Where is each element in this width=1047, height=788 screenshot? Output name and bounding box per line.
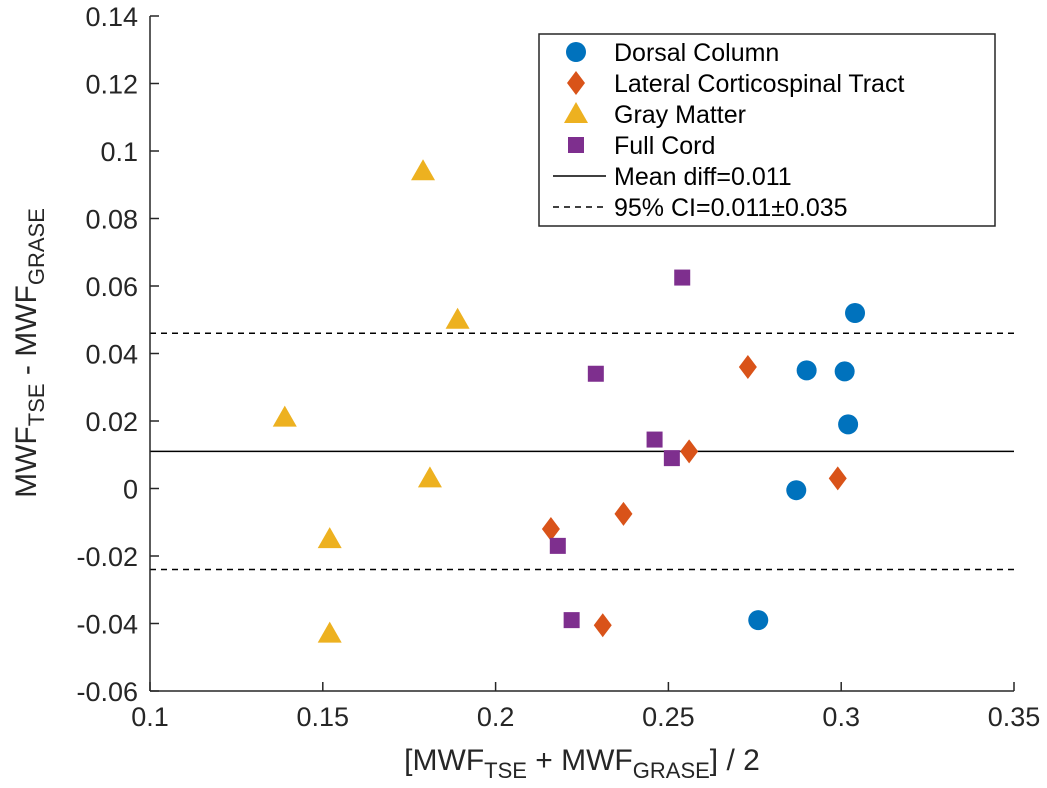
y-tick-label: 0.04 <box>85 340 138 370</box>
x-tick-label: 0.15 <box>297 702 350 732</box>
y-tick-label: 0.12 <box>85 70 138 100</box>
legend-label: Full Cord <box>614 132 715 160</box>
dorsal-column-point <box>845 303 866 323</box>
legend-label: Gray Matter <box>614 101 746 129</box>
dorsal-column-point <box>838 414 859 435</box>
legend-dorsal-column-marker <box>566 42 586 62</box>
gray-matter-point <box>317 527 342 549</box>
lateral-corticospinal-tract-point <box>593 613 612 638</box>
y-tick-label: -0.04 <box>76 610 138 640</box>
x-tick-label: 0.3 <box>822 702 860 732</box>
data-points <box>272 159 866 643</box>
legend-gray-matter-marker <box>564 102 588 123</box>
x-tick-label: 0.35 <box>988 702 1041 732</box>
y-tick-label: 0.14 <box>85 2 138 32</box>
gray-matter-point <box>411 159 436 181</box>
full-cord-point <box>663 450 680 467</box>
gray-matter-point <box>272 405 297 427</box>
x-tick-label: 0.25 <box>642 702 695 732</box>
gray-matter-point <box>417 466 442 488</box>
y-tick-label: -0.06 <box>76 677 138 707</box>
y-tick-label: 0 <box>123 475 138 505</box>
full-cord-point <box>563 612 580 629</box>
dorsal-column-point <box>796 360 817 381</box>
lateral-corticospinal-tract-point <box>828 466 847 491</box>
full-cord-point <box>674 269 691 286</box>
legend-lateral-corticospinal-tract-marker <box>567 71 585 95</box>
gray-matter-point <box>317 621 342 643</box>
dorsal-column-point <box>786 480 807 501</box>
y-tick-label: 0.02 <box>85 407 138 437</box>
ticks: 0.1 0.15 0.2 0.25 0.3 0.35 -0.06 -0.04 -0.02 0 0.0… <box>76 2 1040 732</box>
lateral-corticospinal-tract-point <box>738 355 757 379</box>
y-axis-title: MWFTSE - MWFGRASE <box>10 208 49 498</box>
legend-full-cord-marker <box>568 137 584 153</box>
gray-matter-point <box>445 307 470 329</box>
lateral-corticospinal-tract-point <box>680 439 699 464</box>
lateral-corticospinal-tract-point <box>541 517 560 541</box>
y-tick-label: 0.08 <box>85 205 138 235</box>
x-axis-title: [MWFTSE + MWFGRASE] / 2 <box>404 744 760 783</box>
legend-label: Dorsal Column <box>614 39 779 67</box>
y-tick-label: -0.02 <box>76 542 138 572</box>
x-tick-label: 0.2 <box>477 702 515 732</box>
y-tick-label: 0.06 <box>85 272 138 302</box>
dorsal-column-point <box>748 610 769 631</box>
full-cord-point <box>646 431 663 448</box>
legend-label: Mean diff=0.011 <box>614 163 792 191</box>
y-tick-label: 0.1 <box>100 137 138 167</box>
reference-lines <box>150 332 1014 571</box>
legend-items: Dorsal Column Lateral Corticospinal Tract… <box>553 39 904 222</box>
legend-box <box>538 33 996 227</box>
legend-label: Lateral Corticospinal Tract <box>614 70 904 98</box>
legend: Dorsal Column Lateral Corticospinal Tract… <box>538 33 996 227</box>
x-tick-label: 0.1 <box>131 702 169 732</box>
dorsal-column-point <box>834 361 855 382</box>
lateral-corticospinal-tract-point <box>614 501 633 526</box>
full-cord-point <box>549 537 566 554</box>
full-cord-point <box>587 365 604 382</box>
legend-label: 95% CI=0.011±0.035 <box>614 194 848 222</box>
